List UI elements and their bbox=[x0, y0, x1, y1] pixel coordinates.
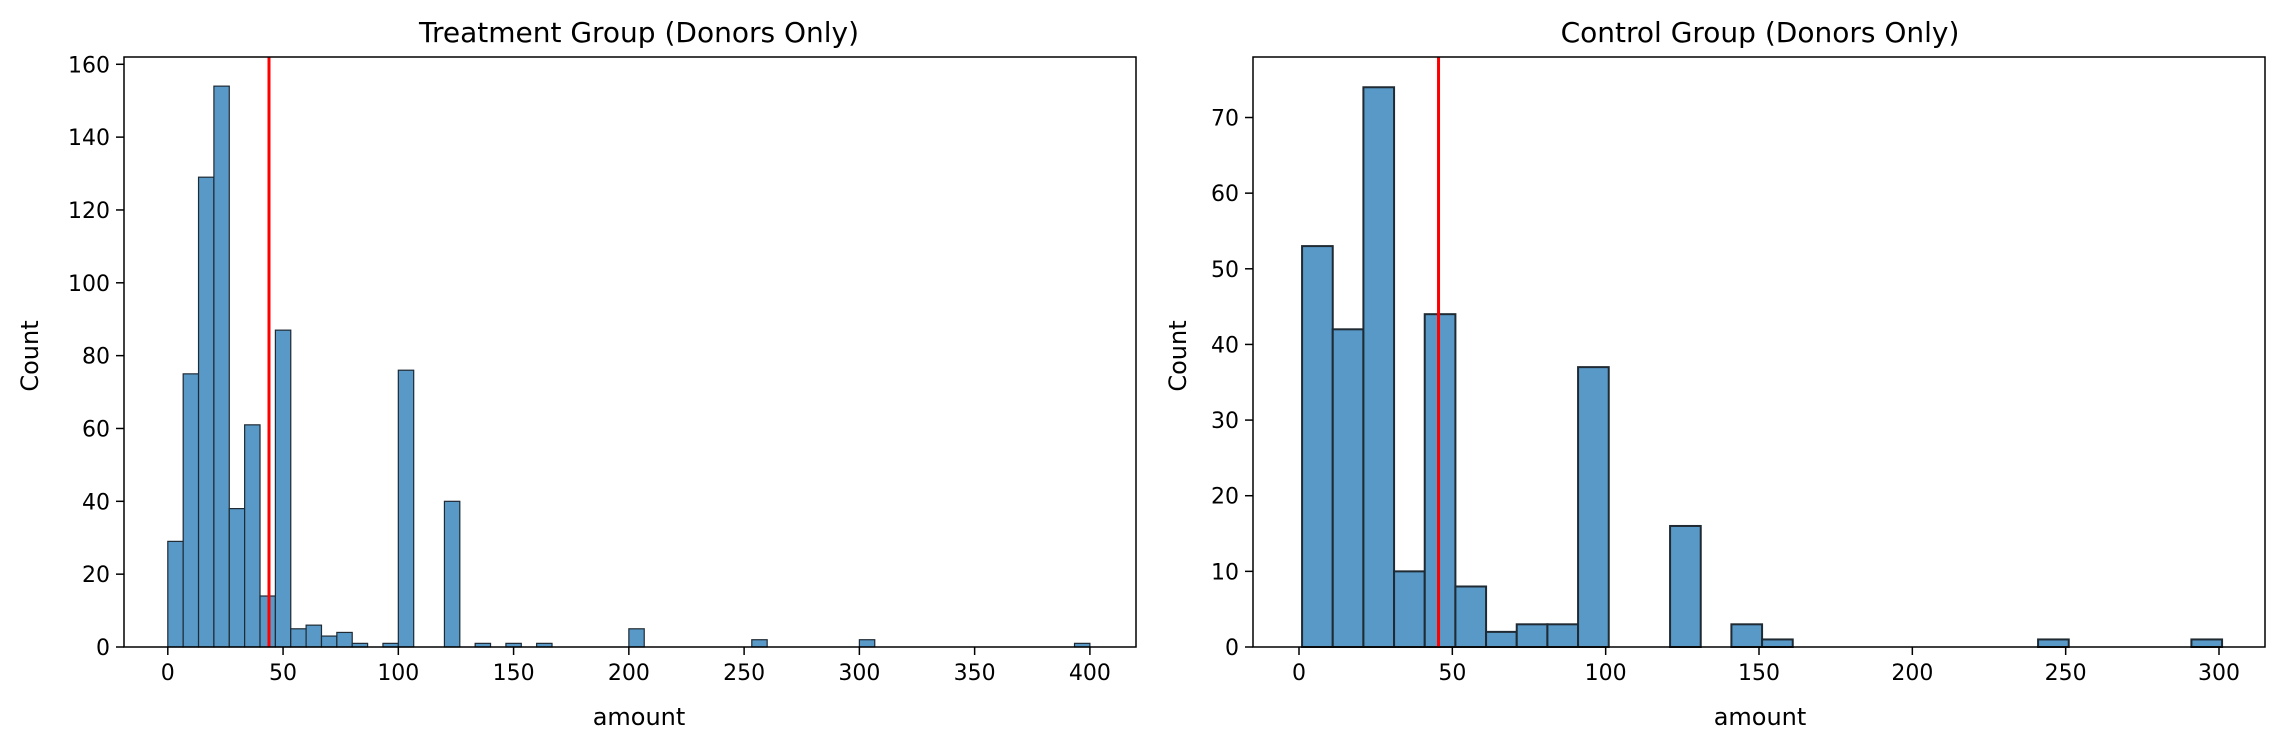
x-tick-label: 200 bbox=[1891, 661, 1933, 686]
x-tick-label: 50 bbox=[269, 661, 297, 686]
histogram-bar bbox=[751, 639, 768, 648]
x-axis-label: amount bbox=[593, 703, 686, 731]
histogram-bar bbox=[1454, 585, 1488, 648]
y-tick-label: 70 bbox=[1211, 107, 1239, 132]
x-tick-label: 400 bbox=[1069, 661, 1111, 686]
histogram-bar bbox=[1761, 638, 1794, 649]
histogram-bar bbox=[274, 329, 292, 648]
y-axis-label: Count bbox=[16, 320, 44, 391]
x-tick-label: 300 bbox=[838, 661, 880, 686]
histogram-bar bbox=[443, 500, 461, 648]
histogram-bar bbox=[1362, 86, 1396, 648]
x-tick-label: 50 bbox=[1438, 661, 1466, 686]
histogram-bar bbox=[1301, 245, 1334, 648]
x-tick-label: 300 bbox=[2198, 661, 2240, 686]
histogram-bar bbox=[1331, 328, 1365, 648]
histogram-bar bbox=[320, 635, 338, 648]
x-tick-label: 200 bbox=[608, 661, 650, 686]
histogram-bar bbox=[1669, 524, 1702, 648]
y-axis-label: Count bbox=[1164, 320, 1192, 391]
y-tick-label: 40 bbox=[82, 490, 110, 515]
chart-title: Control Group (Donors Only) bbox=[1561, 16, 1960, 49]
y-tick-label: 0 bbox=[1225, 636, 1239, 661]
histogram-bar bbox=[628, 628, 645, 648]
y-tick-label: 120 bbox=[68, 199, 110, 224]
histogram-bar bbox=[305, 624, 323, 648]
x-tick-label: 350 bbox=[954, 661, 996, 686]
chart-control: Control Group (Donors Only) amount Count… bbox=[1164, 16, 2266, 731]
histogram-bar bbox=[2190, 638, 2224, 649]
histogram-bar bbox=[858, 639, 876, 648]
histogram-bar bbox=[290, 628, 307, 648]
y-tick-label: 0 bbox=[96, 636, 110, 661]
y-tick-label: 140 bbox=[68, 126, 110, 151]
histogram-bar bbox=[244, 424, 261, 648]
histogram-bar bbox=[228, 508, 246, 648]
histogram-bar bbox=[1730, 623, 1764, 648]
y-tick-label: 60 bbox=[82, 417, 110, 442]
y-tick-label: 30 bbox=[1211, 409, 1239, 434]
y-tick-label: 40 bbox=[1211, 333, 1239, 358]
histogram-bar bbox=[213, 85, 230, 648]
y-tick-label: 160 bbox=[68, 53, 110, 78]
histogram-bar bbox=[1546, 623, 1580, 648]
y-tick-label: 20 bbox=[1211, 485, 1239, 510]
y-tick-label: 20 bbox=[82, 563, 110, 588]
histogram-bar bbox=[1485, 630, 1518, 648]
plot-area: 0 50 100 150 200 250 300 0 10 20 30 40 50 60 70 bbox=[1211, 56, 2266, 686]
chart-treatment: Treatment Group (Donors Only) amount Cou… bbox=[16, 16, 1137, 731]
y-tick-label: 50 bbox=[1211, 258, 1239, 283]
y-tick-label: 80 bbox=[82, 345, 110, 370]
histogram-bar bbox=[1423, 313, 1457, 648]
y-tick-label: 100 bbox=[68, 272, 110, 297]
histogram-bar bbox=[1515, 623, 1549, 648]
histogram-bar bbox=[182, 373, 200, 648]
axes-frame bbox=[1252, 56, 2266, 648]
histogram-bar bbox=[1393, 570, 1426, 648]
x-tick-label: 100 bbox=[1585, 661, 1627, 686]
histogram-bar bbox=[2037, 638, 2070, 649]
axes-frame bbox=[123, 56, 1137, 648]
x-tick-label: 0 bbox=[161, 661, 175, 686]
histogram-bar bbox=[1577, 366, 1610, 648]
x-tick-label: 250 bbox=[723, 661, 765, 686]
x-tick-label: 150 bbox=[493, 661, 535, 686]
x-tick-label: 150 bbox=[1738, 661, 1780, 686]
histogram-bar bbox=[167, 540, 184, 648]
plot-area: 0 50 100 150 200 250 300 350 400 0 20 40 60 80 100 120 1… bbox=[68, 53, 1137, 686]
histogram-bar bbox=[397, 369, 415, 648]
y-tick-label: 60 bbox=[1211, 182, 1239, 207]
x-axis-label: amount bbox=[1714, 703, 1807, 731]
histogram-bar bbox=[336, 631, 353, 648]
y-tick-label: 10 bbox=[1211, 560, 1239, 585]
x-tick-label: 0 bbox=[1292, 661, 1306, 686]
chart-title: Treatment Group (Donors Only) bbox=[418, 16, 859, 49]
x-tick-label: 100 bbox=[377, 661, 419, 686]
x-tick-label: 250 bbox=[2045, 661, 2087, 686]
histogram-bar bbox=[197, 176, 215, 648]
